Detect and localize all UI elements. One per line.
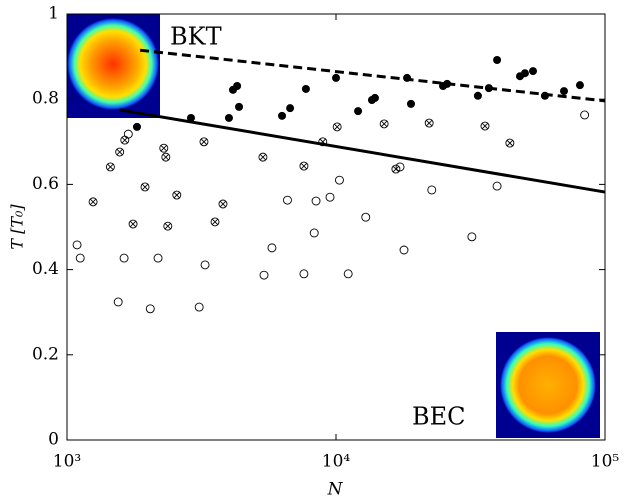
point-cross [201,139,207,145]
point [302,85,310,93]
point [326,193,334,201]
point-cross [482,123,488,129]
point-cross [381,121,387,127]
point [146,305,154,313]
point [312,197,320,205]
point [362,213,370,221]
point [195,303,203,311]
point [154,254,162,262]
point-cross [130,221,136,227]
line [120,110,605,192]
point [560,87,568,95]
point [529,67,537,75]
point [521,69,529,77]
point [201,261,209,269]
point [73,241,81,249]
point [133,123,141,131]
point-cross [301,163,307,169]
x-axis-label: N [327,480,344,500]
chart: BKT BEC N T [T₀] 0 0.2 0.4 0.6 0.8 1 10³ 10⁴ 10⁵ [0,0,624,501]
point-cross [117,149,123,155]
point [344,270,352,278]
point [335,176,343,184]
point [76,254,84,262]
point-cross [122,137,128,143]
point-cross [260,154,266,160]
point-cross [163,154,169,160]
point [493,182,501,190]
inset-bkt [67,14,160,118]
y-tick-label: 0.2 [32,344,59,364]
point [124,130,132,138]
point [428,186,436,194]
point [225,114,233,122]
point [493,56,501,64]
y-axis-label: T [T₀] [8,204,27,250]
annotation: BEC [412,403,466,431]
inset-bec [496,332,600,438]
point [286,104,294,112]
point-cross [212,219,218,225]
line [140,50,605,101]
point [332,74,340,82]
point [268,244,276,252]
y-tick-label: 0.4 [32,259,59,279]
point [581,111,589,119]
annotation: BKT [170,23,222,51]
point [354,107,362,115]
point [300,270,308,278]
y-tick-label: 1 [48,4,59,24]
point [114,298,122,306]
point [371,94,379,102]
point-cross [334,124,340,130]
point [474,92,482,100]
point-cross [165,223,171,229]
point [283,196,291,204]
point [468,233,476,241]
x-tick-label: 10⁵ [591,452,620,472]
point [235,103,243,111]
point [400,246,408,254]
point [233,82,241,90]
point-cross [161,145,167,151]
point-cross [142,184,148,190]
point-cross [174,192,180,198]
point [120,254,128,262]
point [278,112,286,120]
point [310,229,318,237]
y-tick-label: 0 [48,430,59,450]
point [260,271,268,279]
point [576,81,584,89]
x-tick-label: 10³ [53,452,81,472]
x-tick-label: 10⁴ [322,452,351,472]
point-cross [108,164,114,170]
point-cross [220,201,226,207]
point [407,100,415,108]
y-tick-label: 0.8 [32,89,59,109]
point-cross [507,140,513,146]
point-cross [90,199,96,205]
point-cross [426,120,432,126]
y-tick-label: 0.6 [32,174,59,194]
